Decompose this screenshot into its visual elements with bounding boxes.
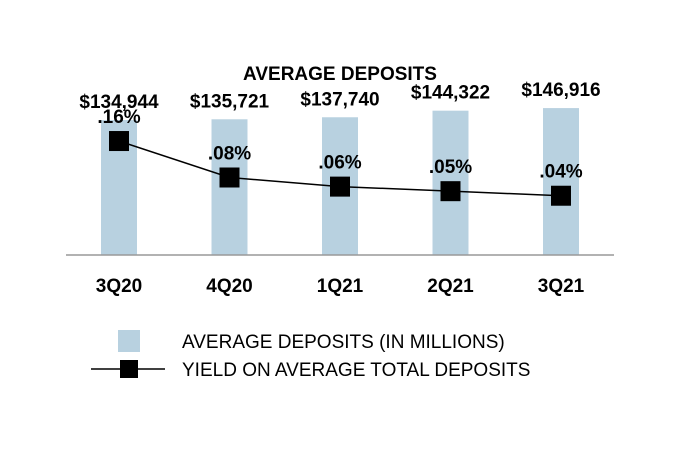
- bar-3Q21: [543, 108, 579, 255]
- yield-marker-3Q21: [551, 185, 571, 206]
- category-label: 3Q21: [538, 276, 585, 297]
- legend: AVERAGE DEPOSITS (IN MILLIONS) YIELD ON …: [91, 330, 530, 381]
- bar-value-label: $135,721: [190, 91, 270, 112]
- category-label: 2Q21: [427, 276, 474, 297]
- legend-bar-label: AVERAGE DEPOSITS (IN MILLIONS): [182, 332, 505, 353]
- chart-title: AVERAGE DEPOSITS: [243, 64, 437, 85]
- yield-marker-3Q20: [109, 131, 129, 152]
- yield-marker-1Q21: [330, 176, 350, 197]
- bar-value-label: $134,944: [79, 92, 159, 113]
- legend-bar-swatch: [118, 330, 140, 352]
- bar-value-label: $144,322: [411, 83, 490, 104]
- yield-value-label: .04%: [539, 162, 582, 183]
- legend-line-label: YIELD ON AVERAGE TOTAL DEPOSITS: [182, 360, 530, 381]
- category-label: 1Q21: [317, 276, 364, 297]
- bar-value-label: $137,740: [300, 89, 379, 110]
- category-label-group: 3Q20 4Q20 1Q21 2Q21 3Q21: [96, 276, 585, 297]
- bar-label-group: $134,944 $135,721 $137,740 $144,322 $146,916: [79, 80, 600, 113]
- yield-value-label: .05%: [429, 157, 472, 178]
- yield-marker-2Q21: [440, 181, 461, 202]
- yield-value-label: .06%: [318, 153, 361, 174]
- yield-label-group: .16% .08% .06% .05% .04%: [97, 107, 582, 183]
- yield-line-group: [109, 131, 571, 206]
- legend-line-marker: [120, 360, 138, 378]
- yield-value-label: .08%: [208, 144, 251, 165]
- category-label: 4Q20: [206, 276, 252, 297]
- yield-value-label: .16%: [97, 107, 140, 128]
- bar-value-label: $146,916: [521, 80, 600, 101]
- category-label: 3Q20: [96, 276, 142, 297]
- yield-marker-4Q20: [219, 167, 240, 188]
